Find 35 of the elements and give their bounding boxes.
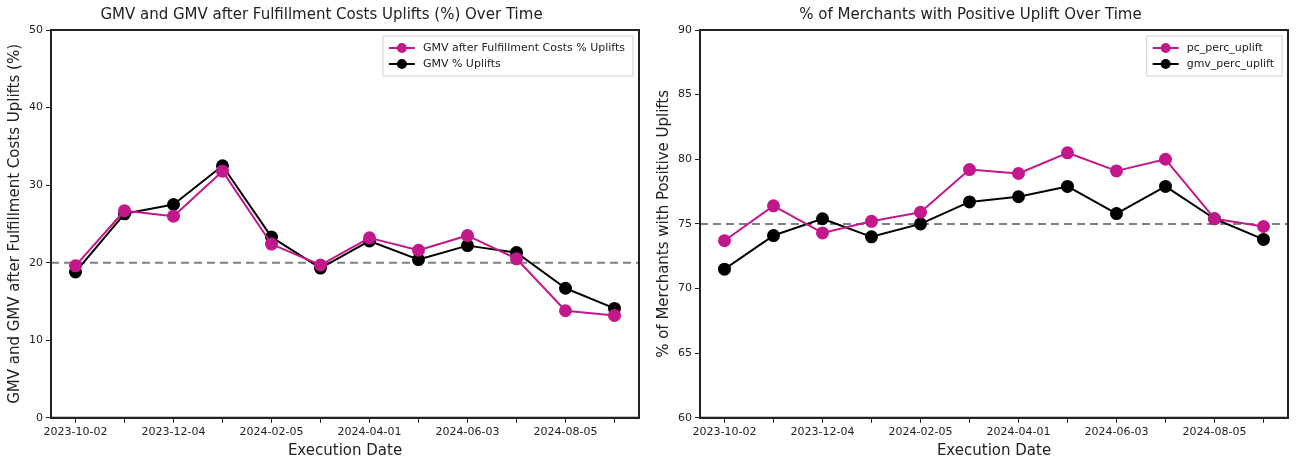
y-tick-label: 30 [29,177,43,191]
y-axis-title: GMV and GMV after Fulfillment Costs Uplifts (%) [4,43,23,404]
x-tick-label: 2024-04-01 [337,425,402,439]
x-tick-label: 2023-10-02 [43,425,108,439]
x-tick-label: 2023-12-04 [790,425,855,439]
x-tick-label: 2024-08-05 [1182,425,1247,439]
y-tick-label: 20 [29,255,43,269]
x-tick-label: 2024-04-01 [986,425,1051,439]
chart-title: GMV and GMV after Fulfillment Costs Uplifts (%) Over Time [100,4,543,23]
x-axis-title: Execution Date [936,440,1052,459]
legend-label: GMV % Uplifts [422,56,502,70]
legend-label: pc_perc_uplift [1186,40,1264,54]
x-tick-label: 2024-06-03 [1084,425,1149,439]
x-tick-label: 2024-08-05 [533,425,598,439]
x-tick-label: 2024-02-05 [239,425,304,439]
y-tick-label: 0 [36,410,43,424]
y-tick-label: 65 [678,346,692,360]
y-tick-label: 80 [678,152,692,166]
y-tick-label: 10 [29,333,43,347]
legend-label: GMV after Fulfillment Costs % Uplifts [422,40,626,54]
x-tick-label: 2023-12-04 [141,425,206,439]
y-tick-label: 40 [29,100,43,114]
y-tick-label: 85 [678,87,692,101]
y-tick-label: 50 [29,22,43,36]
x-tick-label: 2024-02-05 [888,425,953,439]
y-tick-label: 75 [678,216,692,230]
legend-label: gmv_perc_uplift [1186,56,1275,70]
y-axis-title: % of Merchants with Positive Uplifts [653,89,672,358]
y-tick-label: 60 [678,410,692,424]
x-tick-label: 2023-10-02 [692,425,757,439]
y-tick-label: 90 [678,22,692,36]
y-tick-label: 70 [678,281,692,295]
x-tick-label: 2024-06-03 [435,425,500,439]
chart-title: % of Merchants with Positive Uplift Over Time [799,4,1142,23]
x-axis-title: Execution Date [287,440,403,459]
